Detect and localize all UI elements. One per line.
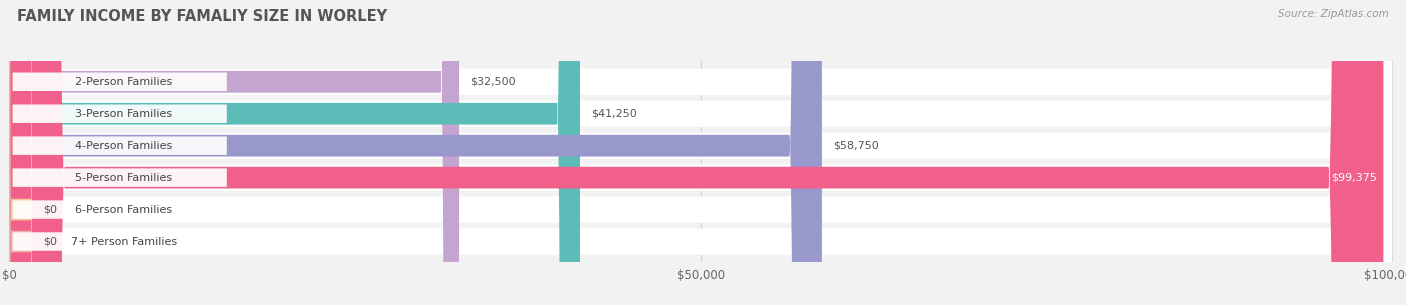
FancyBboxPatch shape	[10, 0, 1392, 305]
Text: 2-Person Families: 2-Person Families	[75, 77, 173, 87]
FancyBboxPatch shape	[10, 0, 581, 305]
FancyBboxPatch shape	[10, 0, 1392, 305]
FancyBboxPatch shape	[13, 200, 226, 219]
Text: $0: $0	[44, 237, 58, 246]
Text: FAMILY INCOME BY FAMALIY SIZE IN WORLEY: FAMILY INCOME BY FAMALIY SIZE IN WORLEY	[17, 9, 387, 24]
Text: Source: ZipAtlas.com: Source: ZipAtlas.com	[1278, 9, 1389, 19]
Text: 7+ Person Families: 7+ Person Families	[70, 237, 177, 246]
FancyBboxPatch shape	[10, 0, 1392, 305]
Text: $41,250: $41,250	[591, 109, 637, 119]
FancyBboxPatch shape	[10, 0, 823, 305]
FancyBboxPatch shape	[13, 168, 226, 187]
Text: $58,750: $58,750	[832, 141, 879, 151]
FancyBboxPatch shape	[10, 0, 32, 305]
FancyBboxPatch shape	[13, 136, 226, 155]
Text: 3-Person Families: 3-Person Families	[76, 109, 173, 119]
FancyBboxPatch shape	[10, 0, 458, 305]
Text: 6-Person Families: 6-Person Families	[76, 205, 173, 215]
FancyBboxPatch shape	[13, 105, 226, 123]
FancyBboxPatch shape	[10, 0, 1384, 305]
Text: $0: $0	[44, 205, 58, 215]
FancyBboxPatch shape	[13, 232, 226, 251]
FancyBboxPatch shape	[10, 0, 32, 305]
Text: $99,375: $99,375	[1330, 173, 1376, 183]
FancyBboxPatch shape	[10, 0, 1392, 305]
FancyBboxPatch shape	[10, 0, 1392, 305]
Text: 4-Person Families: 4-Person Families	[75, 141, 173, 151]
Text: $32,500: $32,500	[470, 77, 516, 87]
FancyBboxPatch shape	[10, 0, 1392, 305]
FancyBboxPatch shape	[13, 73, 226, 91]
Text: 5-Person Families: 5-Person Families	[76, 173, 173, 183]
